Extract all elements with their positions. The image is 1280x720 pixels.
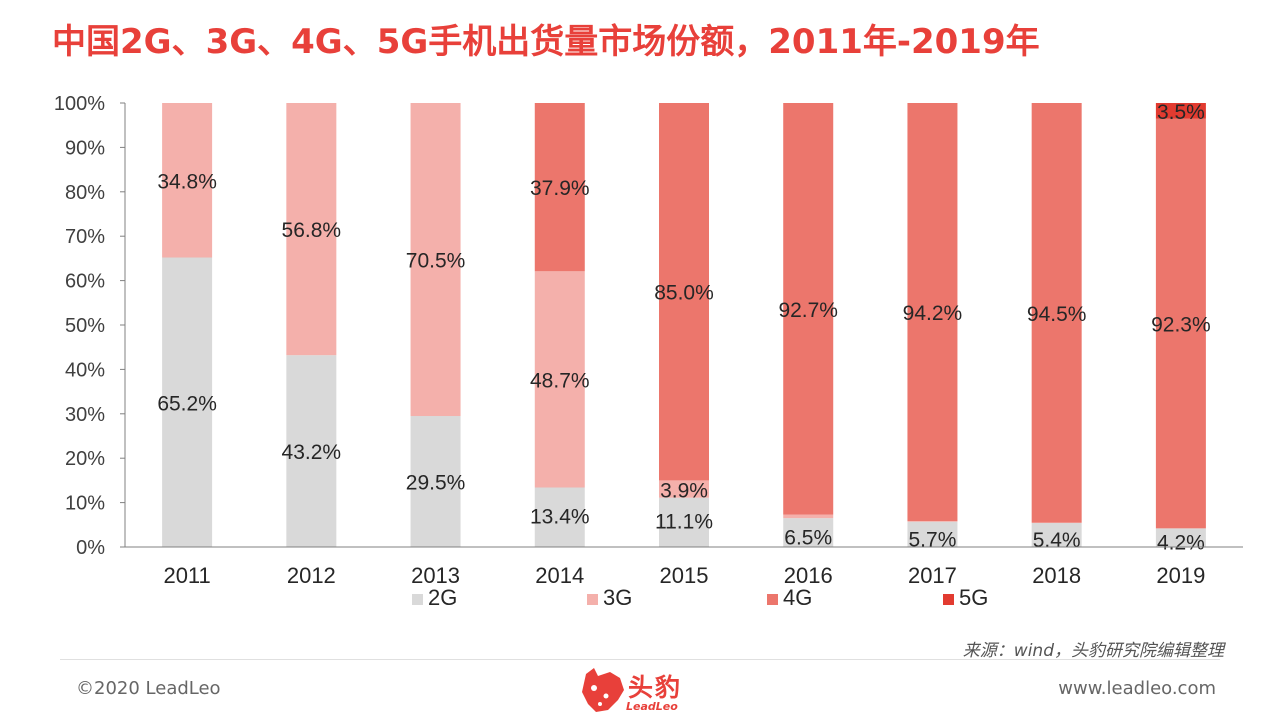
data-label: 11.1%: [655, 510, 713, 533]
footer-divider: [60, 659, 1220, 660]
logo-subtext: LeadLeo: [626, 700, 678, 713]
stacked-bar-chart: 0% 10% 20% 30% 40% 50% 60% 70% 80% 90% 100% 65.2% 34…: [54, 93, 1243, 610]
data-label: 48.7%: [530, 369, 590, 392]
y-tick-label: 50%: [65, 315, 105, 337]
leadleo-logo: 头豹 LeadLeo: [580, 664, 710, 718]
data-label: 4.2%: [1157, 532, 1205, 555]
data-label: 94.2%: [903, 302, 963, 325]
leopard-head-icon: [582, 668, 624, 712]
data-label: 5.7%: [909, 528, 957, 551]
bar-2G-2017: [907, 521, 958, 547]
y-tick-label: 40%: [65, 359, 105, 381]
y-tick-label: 100%: [54, 93, 105, 115]
data-label: 85.0%: [654, 282, 714, 305]
x-tick-label: 2015: [660, 563, 709, 588]
bar-4G-2016: [783, 103, 834, 515]
data-label: 5.4%: [1033, 529, 1081, 552]
x-tick-label: 2018: [1032, 563, 1081, 588]
legend-label-3G: 3G: [603, 585, 632, 610]
source-note: 来源：wind，头豹研究院编辑整理: [962, 641, 1224, 661]
logo-text: 头豹: [628, 673, 683, 702]
legend-label-5G: 5G: [959, 585, 988, 610]
bar-2G-2015: [659, 497, 709, 547]
legend-label-4G: 4G: [783, 585, 812, 610]
legend-swatch-2G: [412, 594, 423, 605]
bar-4G-2019: [1155, 118, 1206, 529]
x-tick-label: 2014: [535, 563, 584, 588]
data-label: 6.5%: [784, 527, 832, 550]
x-tick-label: 2016: [784, 563, 833, 588]
data-label: 29.5%: [406, 472, 466, 495]
bar-2G-2012: [286, 355, 337, 547]
bar-2G-2013: [410, 416, 461, 547]
data-label: 70.5%: [406, 250, 466, 273]
data-label: 37.9%: [530, 177, 590, 200]
x-tick-label: 2019: [1156, 563, 1205, 588]
y-tick-label: 80%: [65, 182, 105, 204]
bar-5G-2019: [1155, 103, 1206, 119]
y-tick-label: 10%: [65, 493, 105, 515]
data-label: 56.8%: [282, 219, 342, 242]
bar-4G-2014: [534, 103, 585, 272]
y-tick-label: 30%: [65, 404, 105, 426]
data-label: 92.7%: [778, 299, 838, 322]
bar-3G-2015: [659, 480, 709, 498]
legend-swatch-5G: [943, 594, 954, 605]
data-label: 13.4%: [530, 505, 590, 528]
data-label: 94.5%: [1027, 303, 1087, 326]
bar-2G-2014: [534, 487, 585, 547]
bar-3G-2012: [286, 103, 337, 356]
bar-3G-2016: [783, 514, 834, 519]
legend-swatch-4G: [767, 594, 778, 605]
data-label: 92.3%: [1151, 313, 1211, 336]
y-tick-label: 90%: [65, 137, 105, 159]
x-tick-label: 2012: [287, 563, 336, 588]
y-tick-label: 0%: [76, 537, 105, 559]
page-title: 中国2G、3G、4G、5G手机出货量市场份额，2011年-2019年: [52, 22, 1040, 62]
data-label: 3.5%: [1157, 101, 1205, 124]
bar-4G-2015: [659, 103, 709, 481]
data-label: 3.9%: [660, 480, 708, 503]
website-link[interactable]: www.leadleo.com: [1058, 678, 1216, 699]
data-label: 34.8%: [157, 170, 217, 193]
bar-3G-2013: [410, 103, 461, 417]
data-label: 43.2%: [282, 441, 342, 464]
bar-3G-2014: [534, 271, 585, 488]
x-tick-label: 2017: [908, 563, 957, 588]
bar-2G-2018: [1031, 523, 1082, 547]
bar-4G-2018: [1031, 103, 1082, 523]
data-label: 65.2%: [157, 392, 217, 415]
bar-2G-2016: [783, 518, 834, 547]
y-tick-label: 70%: [65, 226, 105, 248]
bar-3G-2011: [162, 103, 213, 258]
bar-4G-2017: [907, 103, 958, 522]
copyright: ©2020 LeadLeo: [76, 678, 221, 699]
bar-2G-2019: [1155, 528, 1206, 547]
legend-label-2G: 2G: [428, 585, 457, 610]
bar-2G-2011: [162, 257, 213, 547]
legend-swatch-3G: [587, 594, 598, 605]
x-tick-label: 2011: [163, 563, 210, 588]
y-tick-label: 20%: [65, 448, 105, 470]
x-tick-label: 2013: [411, 563, 460, 588]
y-tick-label: 60%: [65, 271, 105, 293]
